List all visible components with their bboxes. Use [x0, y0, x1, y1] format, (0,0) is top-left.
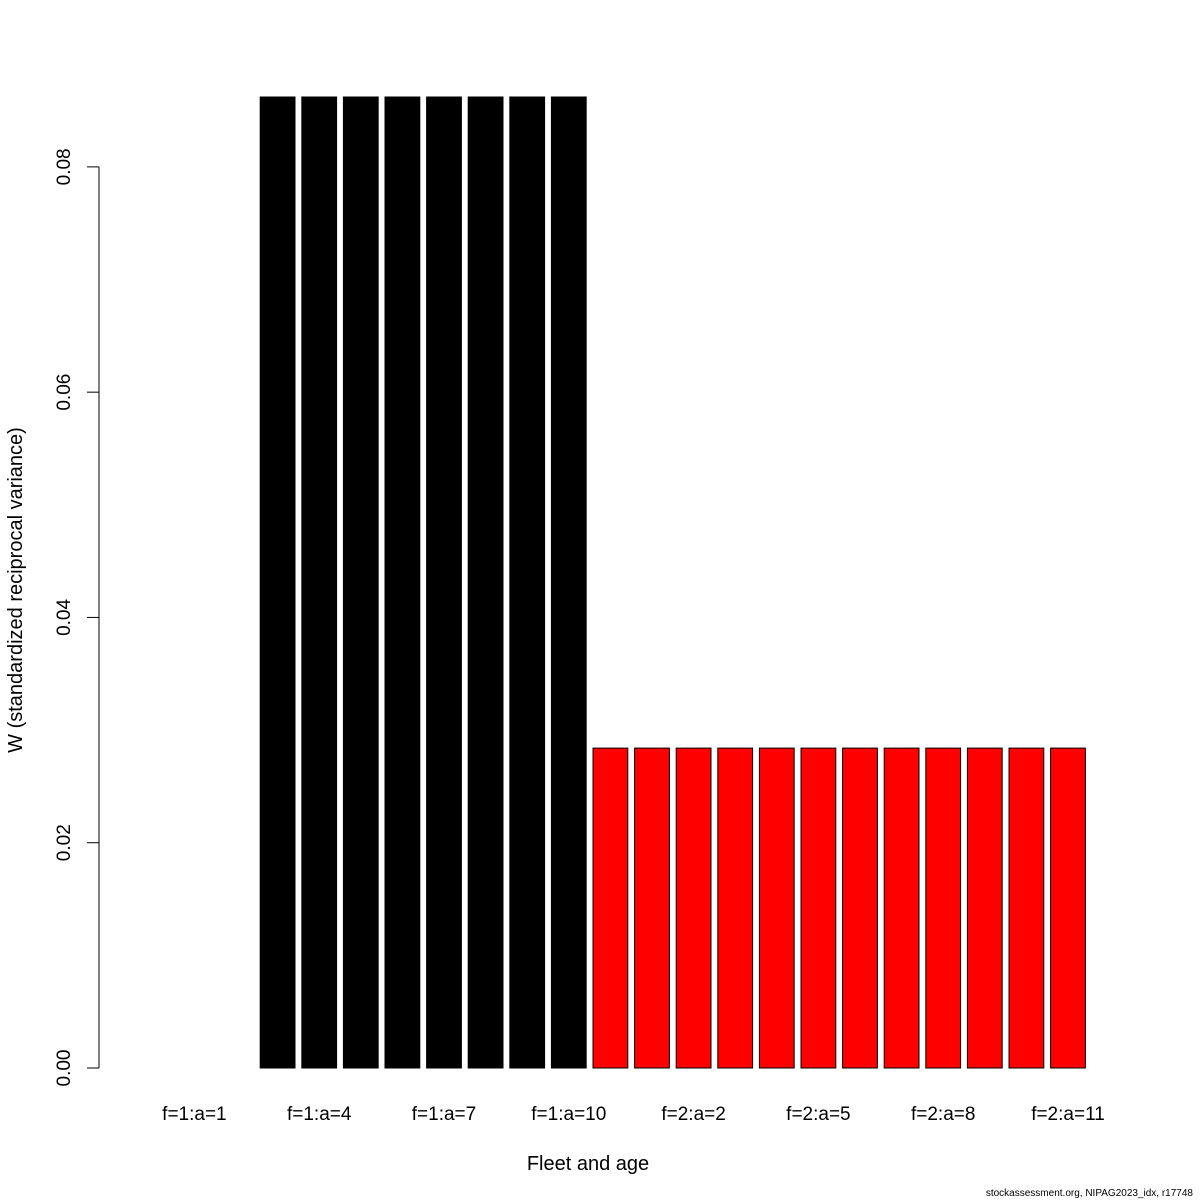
bar-f=1:a=6: [384, 96, 421, 1069]
y-tick-label: 0.08: [54, 148, 75, 185]
bar-f=1:a=11: [592, 747, 629, 1069]
y-axis-title: W (standardized reciprocal variance): [5, 427, 27, 753]
bar-f=2:a=9: [966, 747, 1003, 1069]
bar-f=1:a=8: [467, 96, 504, 1069]
bars-group: [259, 96, 1086, 1069]
bar-f=2:a=3: [717, 747, 754, 1069]
bar-f=1:a=7: [426, 96, 462, 1069]
x-tick-label: f=2:a=8: [911, 1104, 975, 1125]
x-tick-label: f=2:a=2: [661, 1104, 725, 1125]
bar-f=2:a=11: [1050, 747, 1086, 1069]
bar-f=1:a=3: [259, 96, 296, 1069]
y-tick-label: 0.06: [54, 374, 75, 411]
x-axis-labels: f=1:a=1 f=1:a=4 f=1:a=7 f=1:a=10 f=2:a=2 f=2:…: [162, 1104, 1105, 1125]
bar-f=2:a=8: [925, 747, 962, 1069]
bar-f=2:a=5: [800, 747, 837, 1069]
footer-credit: stockassessment.org, NIPAG2023_idx, r177…: [986, 1188, 1194, 1199]
bar-f=1:a=5: [342, 96, 379, 1069]
x-tick-label: f=1:a=7: [412, 1104, 476, 1125]
bar-f=1:a=4: [301, 96, 338, 1069]
bar-f=2:a=7: [883, 747, 920, 1069]
x-tick-label: f=1:a=10: [531, 1104, 606, 1125]
bar-f=1:a=10: [550, 96, 587, 1069]
y-tick-label: 0.04: [54, 599, 75, 636]
y-tick-label: 0.02: [54, 824, 75, 861]
y-axis: 0.00 0.02 0.04 0.06 0.08: [54, 148, 100, 1087]
x-tick-label: f=1:a=4: [287, 1104, 352, 1125]
bar-f=2:a=4: [758, 747, 795, 1069]
bar-f=2:a=10: [1008, 747, 1045, 1069]
x-tick-label: f=1:a=1: [162, 1104, 226, 1125]
y-tick-label: 0.00: [54, 1050, 75, 1087]
bar-f=2:a=1: [634, 747, 670, 1069]
bar-f=2:a=6: [842, 747, 878, 1069]
bar-f=2:a=2: [675, 747, 712, 1069]
x-tick-label: f=2:a=5: [786, 1104, 850, 1125]
x-axis-title: Fleet and age: [527, 1153, 649, 1175]
bar-f=1:a=9: [509, 96, 546, 1069]
x-tick-label: f=2:a=11: [1031, 1104, 1105, 1125]
